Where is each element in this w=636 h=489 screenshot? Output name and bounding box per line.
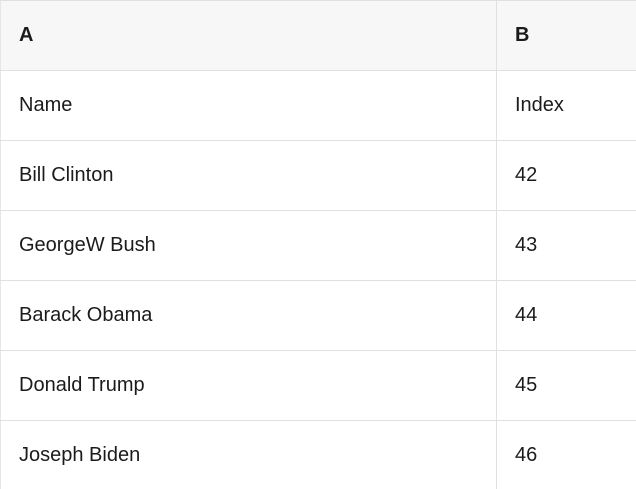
cell-column-b[interactable]: 46: [496, 420, 636, 489]
cell-column-a[interactable]: Bill Clinton: [0, 140, 497, 211]
cell-column-a[interactable]: Name: [0, 70, 497, 141]
cell-column-a[interactable]: Joseph Biden: [0, 420, 497, 489]
table-row: Joseph Biden 46: [0, 420, 636, 489]
table-row: Barack Obama 44: [0, 280, 636, 351]
cell-column-a[interactable]: GeorgeW Bush: [0, 210, 497, 281]
cell-column-b[interactable]: 44: [496, 280, 636, 351]
table-row: Bill Clinton 42: [0, 140, 636, 211]
table-body: Name Index Bill Clinton 42 GeorgeW Bush …: [0, 70, 636, 489]
cell-column-b[interactable]: Index: [496, 70, 636, 141]
table-row: Donald Trump 45: [0, 350, 636, 421]
header-row: A B: [0, 0, 636, 71]
column-header-a[interactable]: A: [0, 0, 497, 71]
cell-column-b[interactable]: 43: [496, 210, 636, 281]
column-header-row: A B: [0, 0, 636, 71]
cell-column-b[interactable]: 42: [496, 140, 636, 211]
cell-column-a[interactable]: Donald Trump: [0, 350, 497, 421]
cell-column-b[interactable]: 45: [496, 350, 636, 421]
cell-column-a[interactable]: Barack Obama: [0, 280, 497, 351]
table-row: Name Index: [0, 70, 636, 141]
table-row: GeorgeW Bush 43: [0, 210, 636, 281]
column-header-b[interactable]: B: [496, 0, 636, 71]
